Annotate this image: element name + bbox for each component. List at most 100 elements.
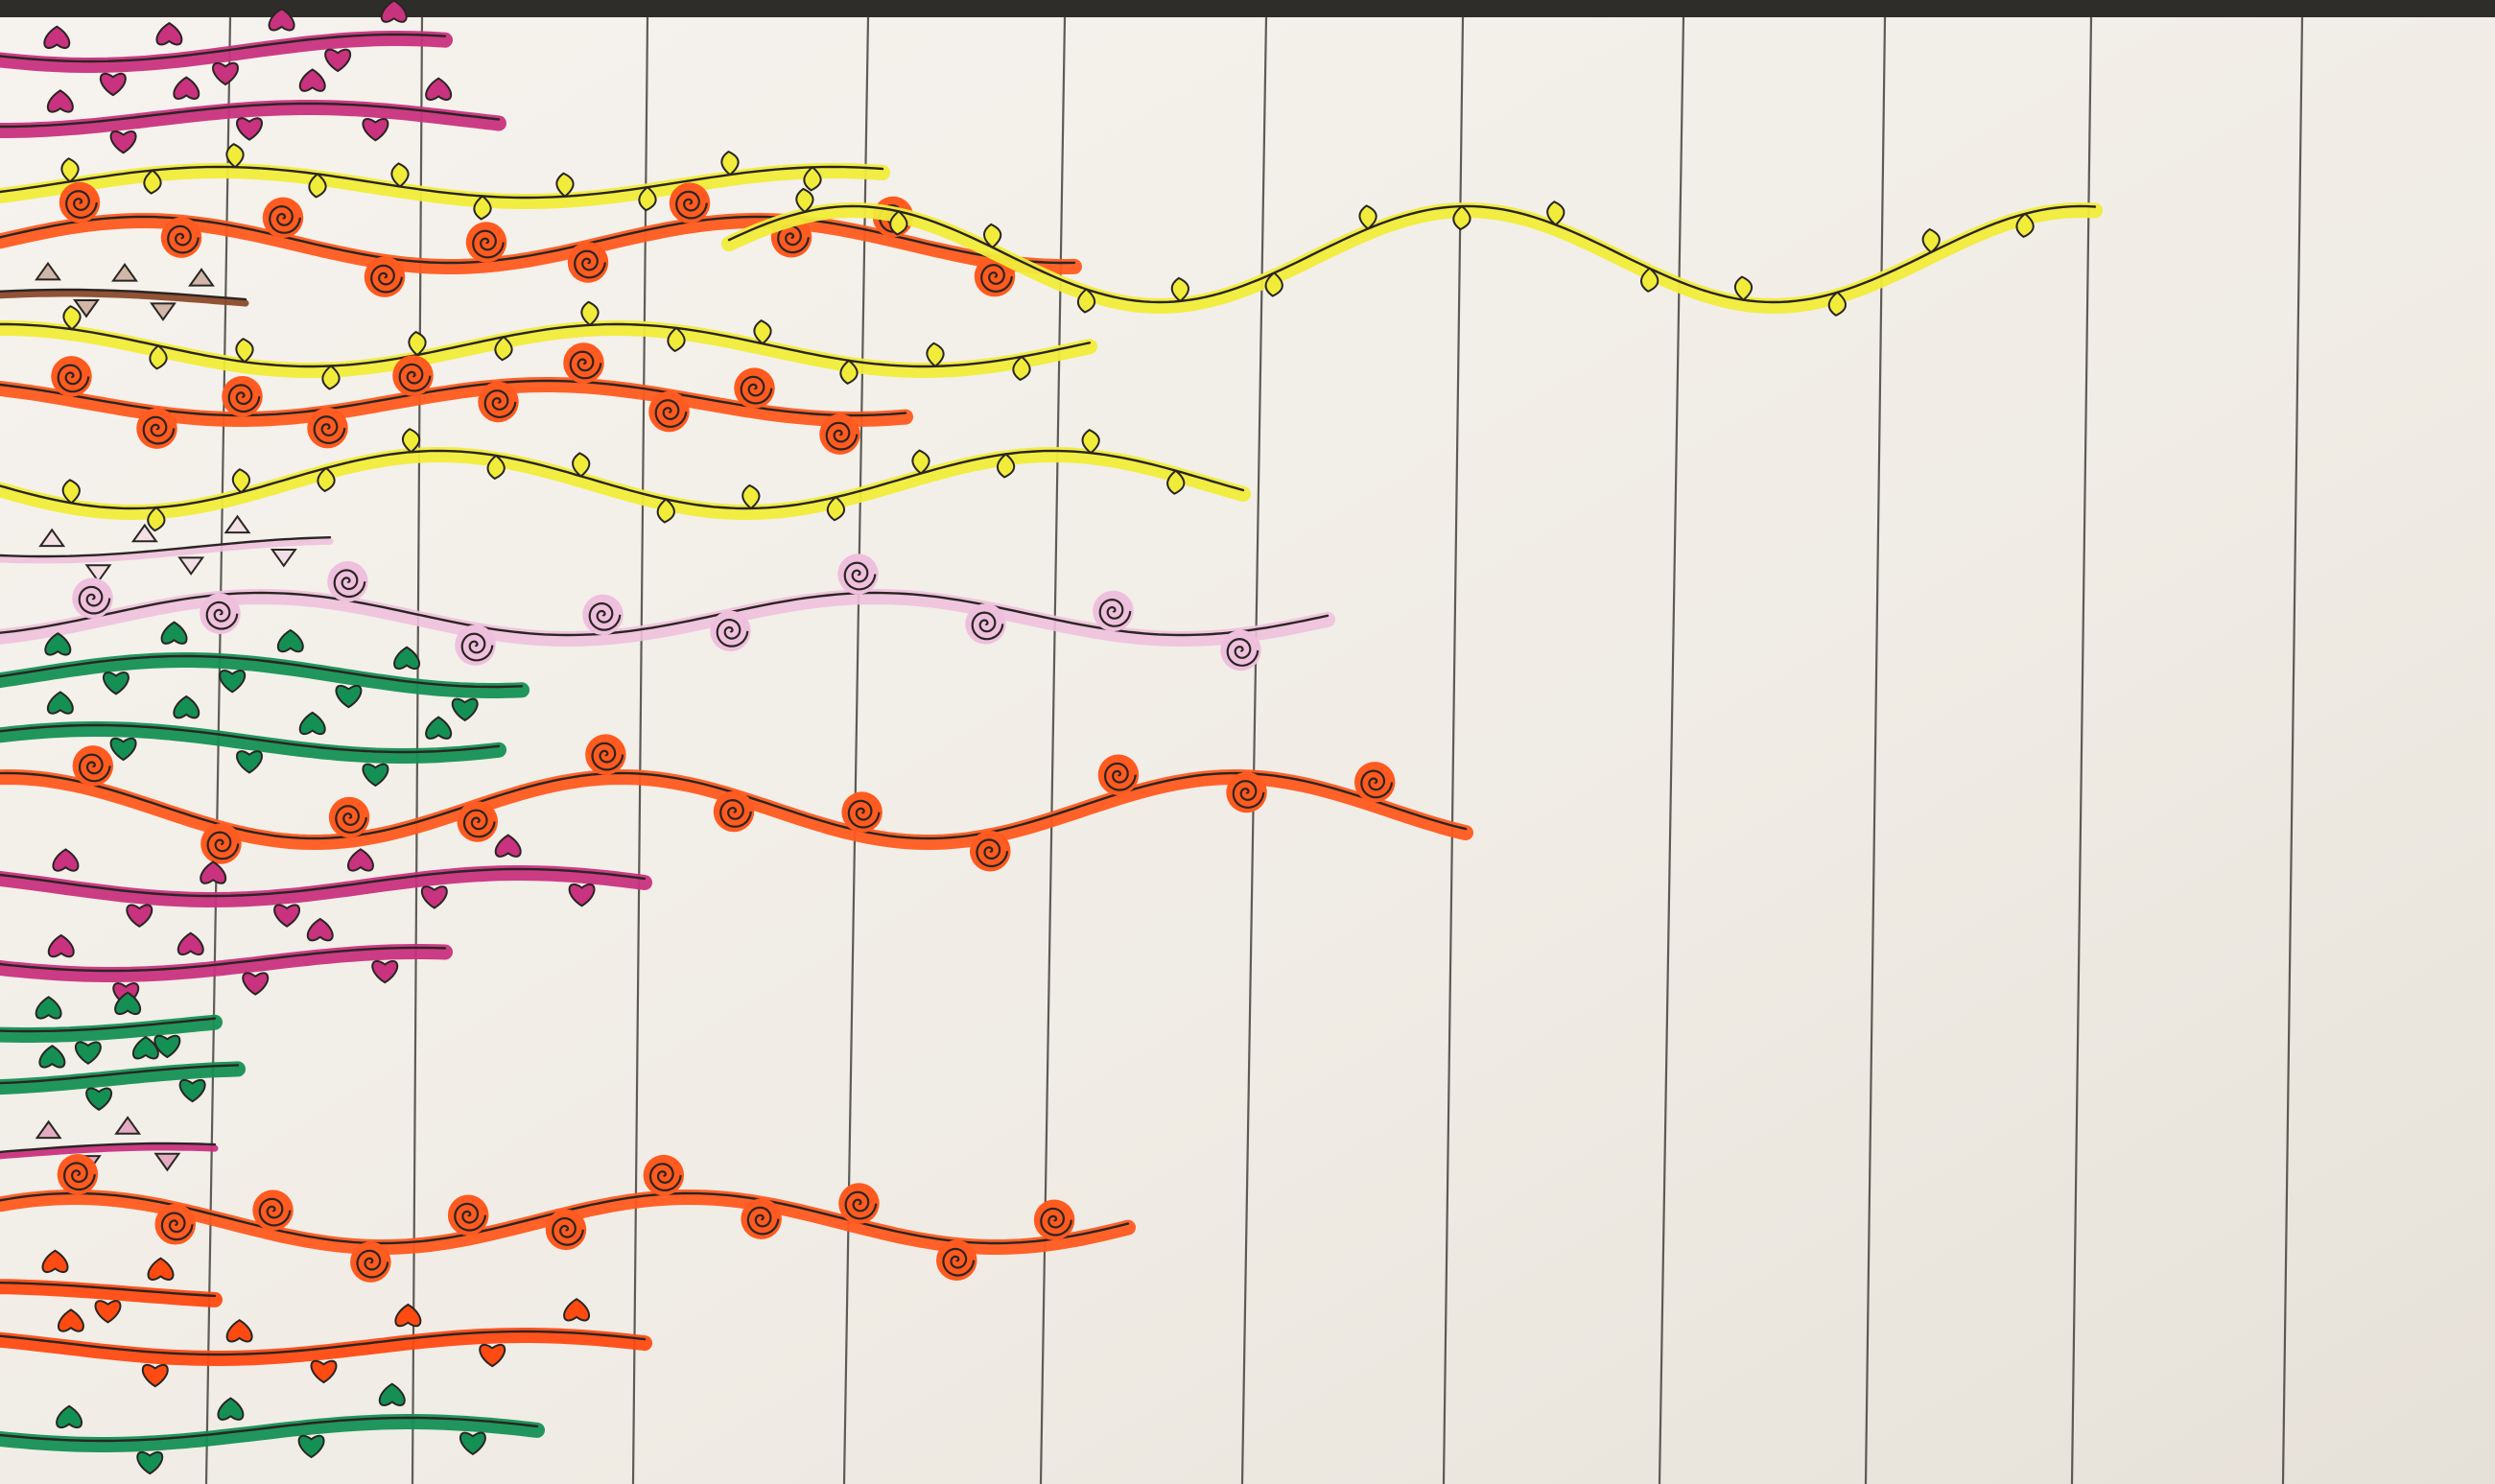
spiral-mark bbox=[669, 182, 711, 224]
triangle-mark bbox=[224, 514, 251, 534]
ink-line bbox=[0, 33, 447, 63]
rule-line bbox=[842, 16, 870, 1484]
spiral-mark bbox=[328, 796, 370, 838]
spiral-mark bbox=[1226, 771, 1267, 813]
heart-mark bbox=[217, 1397, 245, 1421]
heart-mark bbox=[420, 885, 448, 909]
marker-band bbox=[0, 320, 1097, 378]
spiral-mark bbox=[970, 830, 1011, 872]
heart-mark bbox=[177, 931, 204, 955]
heart-mark bbox=[242, 972, 270, 996]
doodle-stripe-brown-triangle bbox=[0, 261, 249, 321]
spiral-mark bbox=[447, 1194, 489, 1236]
heart-mark bbox=[362, 118, 389, 142]
ink-line bbox=[0, 1282, 217, 1298]
heart-mark bbox=[160, 621, 188, 645]
rule-line bbox=[1658, 16, 1685, 1484]
heart-mark bbox=[236, 750, 263, 774]
heart-mark bbox=[136, 1450, 164, 1475]
heart-mark bbox=[109, 737, 137, 762]
spiral-mark bbox=[222, 375, 263, 417]
rule-line bbox=[204, 16, 232, 1484]
leaf-mark bbox=[572, 452, 591, 478]
heart-mark bbox=[109, 130, 137, 154]
heart-mark bbox=[394, 1303, 422, 1328]
rule-line bbox=[2070, 16, 2093, 1484]
heart-mark bbox=[335, 684, 363, 709]
spiral-mark bbox=[734, 367, 775, 409]
leaf-mark bbox=[1640, 267, 1659, 293]
ink-line bbox=[0, 102, 501, 129]
heart-mark bbox=[173, 695, 200, 719]
marker-band bbox=[0, 721, 506, 764]
spiral-mark bbox=[936, 1239, 977, 1281]
spiral-mark bbox=[582, 594, 624, 636]
heart-mark bbox=[459, 1431, 486, 1456]
triangle-mark bbox=[114, 1116, 142, 1135]
leaf-mark bbox=[408, 330, 427, 357]
heart-mark bbox=[35, 996, 62, 1020]
spiral-mark bbox=[965, 603, 1006, 645]
spiral-mark bbox=[72, 577, 113, 619]
doodle-stripe-pink-spiral bbox=[0, 554, 1335, 671]
marker-band bbox=[0, 1279, 223, 1307]
triangle-mark bbox=[153, 1152, 181, 1172]
ink-line bbox=[0, 867, 647, 898]
doodle-stripe-magenta-heart bbox=[0, 917, 453, 1006]
rule-line bbox=[2281, 16, 2304, 1484]
ink-line bbox=[0, 1142, 217, 1154]
marker-band bbox=[0, 865, 652, 907]
triangle-mark bbox=[35, 1119, 62, 1140]
spiral-mark bbox=[51, 356, 92, 397]
spiral-mark bbox=[200, 823, 242, 864]
spiral-mark bbox=[392, 355, 434, 396]
doodle-stripe-orange-spiral bbox=[0, 734, 1473, 872]
heart-mark bbox=[126, 904, 153, 928]
leaf-mark bbox=[147, 506, 166, 532]
spiral-mark bbox=[307, 407, 348, 449]
heart-mark bbox=[103, 671, 129, 695]
spiral-mark bbox=[1093, 590, 1134, 632]
doodle-stripe-red_orange-heart bbox=[0, 1249, 223, 1324]
leaf-mark bbox=[1081, 429, 1100, 455]
spiral-mark bbox=[567, 242, 609, 283]
spiral-mark bbox=[57, 1153, 99, 1195]
spiral-mark bbox=[710, 610, 751, 652]
leaf-mark bbox=[1452, 204, 1471, 231]
spiral-mark bbox=[350, 1241, 391, 1283]
heart-mark bbox=[173, 76, 200, 100]
leaf-mark bbox=[321, 365, 341, 390]
heart-mark bbox=[425, 77, 453, 101]
doodle-stripe-yellow-leaf bbox=[0, 143, 890, 221]
leaf-mark bbox=[1827, 291, 1847, 317]
marker-band bbox=[0, 290, 249, 307]
heart-mark bbox=[94, 1300, 122, 1324]
heart-mark bbox=[114, 991, 142, 1016]
heart-mark bbox=[378, 1382, 406, 1406]
leaf-mark bbox=[1166, 469, 1186, 495]
heart-mark bbox=[479, 1343, 506, 1368]
heart-mark bbox=[451, 697, 479, 722]
leaf-mark bbox=[1076, 288, 1096, 314]
spiral-mark bbox=[585, 734, 626, 775]
leaf-mark bbox=[555, 172, 575, 199]
ink-line bbox=[0, 654, 524, 689]
marker-band bbox=[0, 537, 334, 564]
doodle-stripes bbox=[0, 0, 2103, 1475]
spiral-mark bbox=[200, 593, 241, 634]
heart-mark bbox=[56, 1404, 83, 1429]
spiral-mark bbox=[1220, 629, 1261, 671]
rule-line bbox=[631, 16, 649, 1484]
heart-mark bbox=[212, 61, 239, 86]
triangle-mark bbox=[150, 302, 177, 321]
leaf-mark bbox=[390, 162, 410, 188]
spiral-mark bbox=[545, 1209, 587, 1251]
ink-line bbox=[0, 449, 1245, 510]
heart-mark bbox=[47, 933, 75, 958]
leaf-mark bbox=[61, 479, 81, 505]
heart-mark bbox=[310, 1359, 338, 1384]
spiral-mark bbox=[837, 554, 879, 595]
leaf-mark bbox=[1921, 227, 1941, 254]
spiral-mark bbox=[455, 624, 496, 666]
